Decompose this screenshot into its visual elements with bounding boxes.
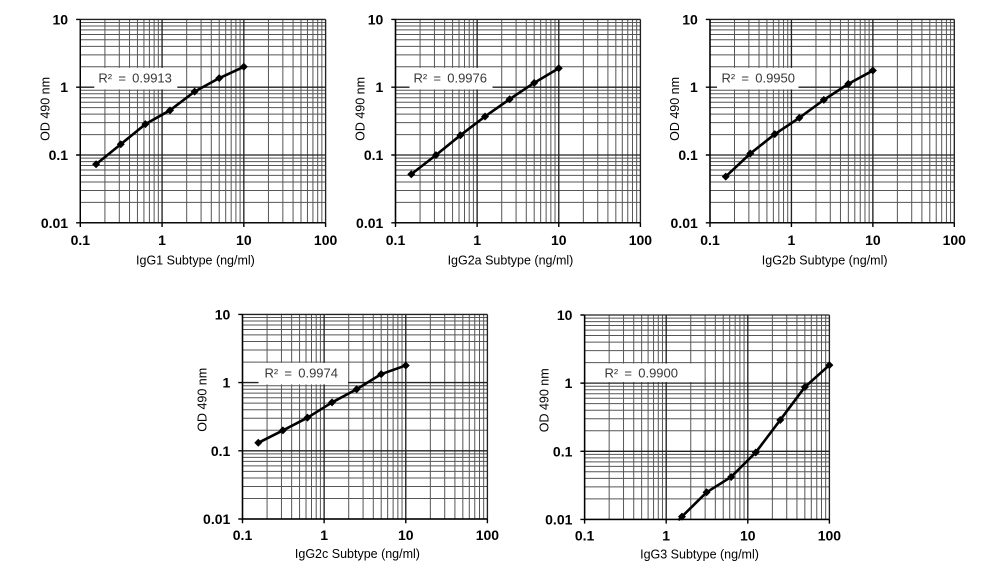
svg-text:OD 490 nm: OD 490 nm: [538, 368, 552, 432]
svg-text:10: 10: [398, 527, 414, 543]
svg-text:OD 490 nm: OD 490 nm: [38, 77, 52, 141]
svg-text:0.1: 0.1: [386, 232, 406, 248]
svg-text:10: 10: [368, 11, 384, 27]
svg-text:0.01: 0.01: [203, 511, 230, 527]
svg-text:0.1: 0.1: [575, 527, 595, 543]
svg-text:10: 10: [865, 232, 881, 248]
svg-text:R² = 0.9976: R² = 0.9976: [414, 71, 488, 86]
svg-text:10: 10: [53, 11, 69, 27]
svg-text:0.01: 0.01: [356, 215, 383, 231]
svg-text:0.1: 0.1: [233, 527, 253, 543]
svg-text:10: 10: [740, 527, 756, 543]
svg-text:100: 100: [476, 527, 500, 543]
svg-text:IgG3 Subtype (ng/ml): IgG3 Subtype (ng/ml): [640, 547, 759, 561]
svg-text:0.1: 0.1: [678, 147, 698, 163]
svg-text:10: 10: [236, 232, 252, 248]
svg-text:1: 1: [565, 375, 573, 391]
svg-text:0.01: 0.01: [545, 511, 572, 527]
svg-text:1: 1: [788, 232, 796, 248]
svg-text:OD 490 nm: OD 490 nm: [196, 368, 210, 432]
svg-text:IgG2c Subtype (ng/ml): IgG2c Subtype (ng/ml): [295, 547, 420, 561]
svg-text:1: 1: [320, 527, 328, 543]
svg-text:10: 10: [682, 11, 698, 27]
svg-text:100: 100: [629, 232, 653, 248]
svg-text:IgG1 Subtype (ng/ml): IgG1 Subtype (ng/ml): [136, 253, 255, 267]
svg-text:R² = 0.9974: R² = 0.9974: [265, 366, 339, 381]
svg-text:0.01: 0.01: [671, 215, 698, 231]
svg-text:100: 100: [818, 527, 842, 543]
svg-text:10: 10: [557, 307, 573, 323]
svg-text:0.1: 0.1: [553, 443, 573, 459]
svg-text:0.1: 0.1: [71, 232, 91, 248]
svg-text:0.1: 0.1: [364, 147, 384, 163]
svg-text:IgG2a Subtype (ng/ml): IgG2a Subtype (ng/ml): [448, 253, 574, 267]
svg-text:OD 490 nm: OD 490 nm: [354, 77, 368, 141]
svg-text:0.1: 0.1: [49, 147, 69, 163]
svg-text:0.1: 0.1: [211, 443, 231, 459]
svg-text:1: 1: [662, 527, 670, 543]
svg-text:R² = 0.9913: R² = 0.9913: [98, 71, 171, 86]
svg-text:1: 1: [376, 79, 384, 95]
svg-text:R² = 0.9900: R² = 0.9900: [605, 365, 679, 380]
svg-text:IgG2b Subtype (ng/ml): IgG2b Subtype (ng/ml): [762, 253, 888, 267]
svg-text:1: 1: [223, 375, 231, 391]
svg-text:10: 10: [551, 232, 567, 248]
svg-text:R² = 0.9950: R² = 0.9950: [722, 71, 796, 86]
svg-text:0.1: 0.1: [700, 232, 720, 248]
svg-text:10: 10: [215, 306, 231, 322]
svg-text:1: 1: [60, 79, 68, 95]
svg-text:1: 1: [158, 232, 166, 248]
svg-text:100: 100: [314, 232, 338, 248]
svg-text:0.01: 0.01: [41, 215, 68, 231]
svg-text:1: 1: [473, 232, 481, 248]
svg-text:100: 100: [943, 232, 967, 248]
svg-text:OD 490 nm: OD 490 nm: [668, 77, 682, 141]
svg-text:1: 1: [690, 79, 698, 95]
